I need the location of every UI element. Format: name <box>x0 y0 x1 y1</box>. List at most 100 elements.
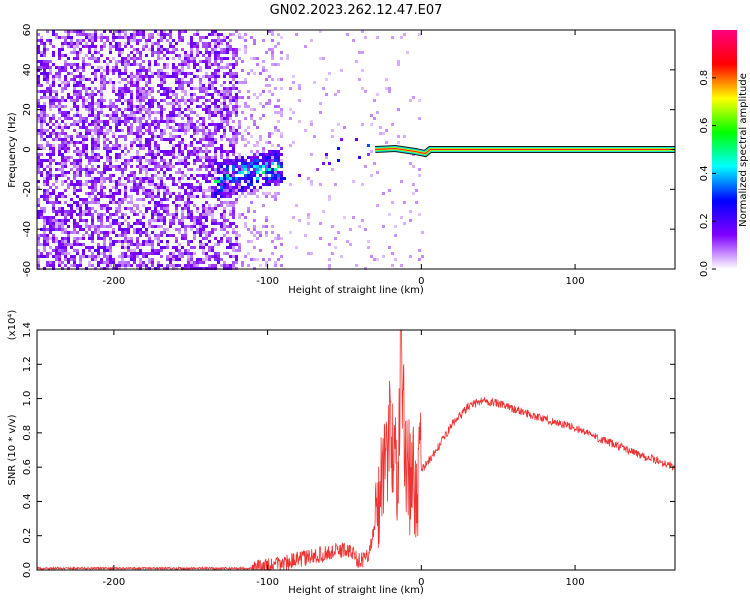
heatmap-cell <box>265 69 268 72</box>
heatmap-cell <box>55 240 58 243</box>
heatmap-cell <box>121 201 124 204</box>
heatmap-cell <box>205 252 208 255</box>
heatmap-cell <box>199 159 202 162</box>
heatmap-cell <box>70 99 73 102</box>
heatmap-cell <box>172 219 175 222</box>
heatmap-cell <box>124 108 127 111</box>
heatmap-cell <box>58 228 61 231</box>
heatmap-cell <box>193 195 196 198</box>
heatmap-cell <box>205 147 208 150</box>
heatmap-cell <box>235 231 238 234</box>
heatmap-cell <box>280 57 283 60</box>
heatmap-cell <box>142 123 145 126</box>
heatmap-cell <box>139 126 142 129</box>
heatmap-cell <box>418 33 421 36</box>
heatmap-cell <box>61 126 64 129</box>
heatmap-cell <box>346 33 349 36</box>
heatmap-cell <box>139 141 142 144</box>
heatmap-cell <box>142 78 145 81</box>
heatmap-cell <box>94 57 97 60</box>
heatmap-cell <box>118 255 121 258</box>
heatmap-cell <box>265 216 268 219</box>
heatmap-cell <box>220 138 223 141</box>
heatmap-cell <box>271 63 274 66</box>
heatmap-cell <box>118 60 121 63</box>
heatmap-cell <box>226 246 229 249</box>
heatmap-cell <box>175 240 178 243</box>
heatmap-cell <box>163 192 166 195</box>
heatmap-cell <box>58 195 61 198</box>
heatmap-cell <box>79 33 82 36</box>
heatmap-cell <box>175 171 178 174</box>
heatmap-cell <box>103 123 106 126</box>
heatmap-cell <box>40 105 43 108</box>
heatmap-cell <box>76 150 79 153</box>
heatmap-cell <box>148 66 151 69</box>
heatmap-cell <box>217 147 220 150</box>
heatmap-cell <box>154 225 157 228</box>
heatmap-cell <box>73 144 76 147</box>
heatmap-cell <box>61 141 64 144</box>
heatmap-cell <box>169 168 172 171</box>
heatmap-cell <box>64 246 67 249</box>
heatmap-cell <box>70 108 73 111</box>
heatmap-cell <box>181 225 184 228</box>
heatmap-cell <box>184 156 187 159</box>
heatmap-cell <box>169 111 172 114</box>
heatmap-cell <box>103 255 106 258</box>
heatmap-cell <box>82 57 85 60</box>
heatmap-cell <box>178 192 181 195</box>
heatmap-cell <box>253 93 256 96</box>
heatmap-cell <box>151 225 154 228</box>
heatmap-cell <box>199 78 202 81</box>
heatmap-cell <box>277 78 280 81</box>
heatmap-cell <box>163 72 166 75</box>
heatmap-cell <box>328 195 331 198</box>
heatmap-cell <box>94 72 97 75</box>
heatmap-cell <box>331 168 334 171</box>
heatmap-cell <box>145 165 148 168</box>
heatmap-cell <box>157 264 160 267</box>
heatmap-cell <box>220 96 223 99</box>
heatmap-cell <box>154 210 157 213</box>
heatmap-cell <box>88 207 91 210</box>
heatmap-cell <box>217 192 220 195</box>
heatmap-cell <box>91 45 94 48</box>
heatmap-cell <box>97 153 100 156</box>
heatmap-cell <box>67 93 70 96</box>
heatmap-cell <box>37 60 40 63</box>
heatmap-cell <box>157 51 160 54</box>
heatmap-cell <box>190 240 193 243</box>
heatmap-cell <box>187 156 190 159</box>
heatmap-cell <box>88 228 91 231</box>
heatmap-cell <box>130 78 133 81</box>
heatmap-cell <box>178 108 181 111</box>
heatmap-cell <box>61 225 64 228</box>
heatmap-cell <box>253 165 256 168</box>
heatmap-cell <box>85 204 88 207</box>
heatmap-cell <box>142 204 145 207</box>
heatmap-cell <box>112 228 115 231</box>
heatmap-cell <box>76 105 79 108</box>
heatmap-cell <box>139 243 142 246</box>
heatmap-cell <box>79 114 82 117</box>
heatmap-cell <box>64 243 67 246</box>
heatmap-cell <box>190 42 193 45</box>
heatmap-cell <box>223 108 226 111</box>
heatmap-cell <box>229 72 232 75</box>
heatmap-cell <box>82 219 85 222</box>
heatmap-cell <box>184 30 187 33</box>
heatmap-cell <box>175 102 178 105</box>
heatmap-cell <box>208 195 211 198</box>
heatmap-cell <box>85 225 88 228</box>
heatmap-cell <box>226 63 229 66</box>
heatmap-cell <box>274 177 277 180</box>
heatmap-cell <box>160 75 163 78</box>
heatmap-cell <box>394 258 397 261</box>
heatmap-cell <box>184 93 187 96</box>
heatmap-cell <box>79 93 82 96</box>
heatmap-cell <box>58 66 61 69</box>
heatmap-cell <box>115 45 118 48</box>
heatmap-cell <box>223 186 226 189</box>
